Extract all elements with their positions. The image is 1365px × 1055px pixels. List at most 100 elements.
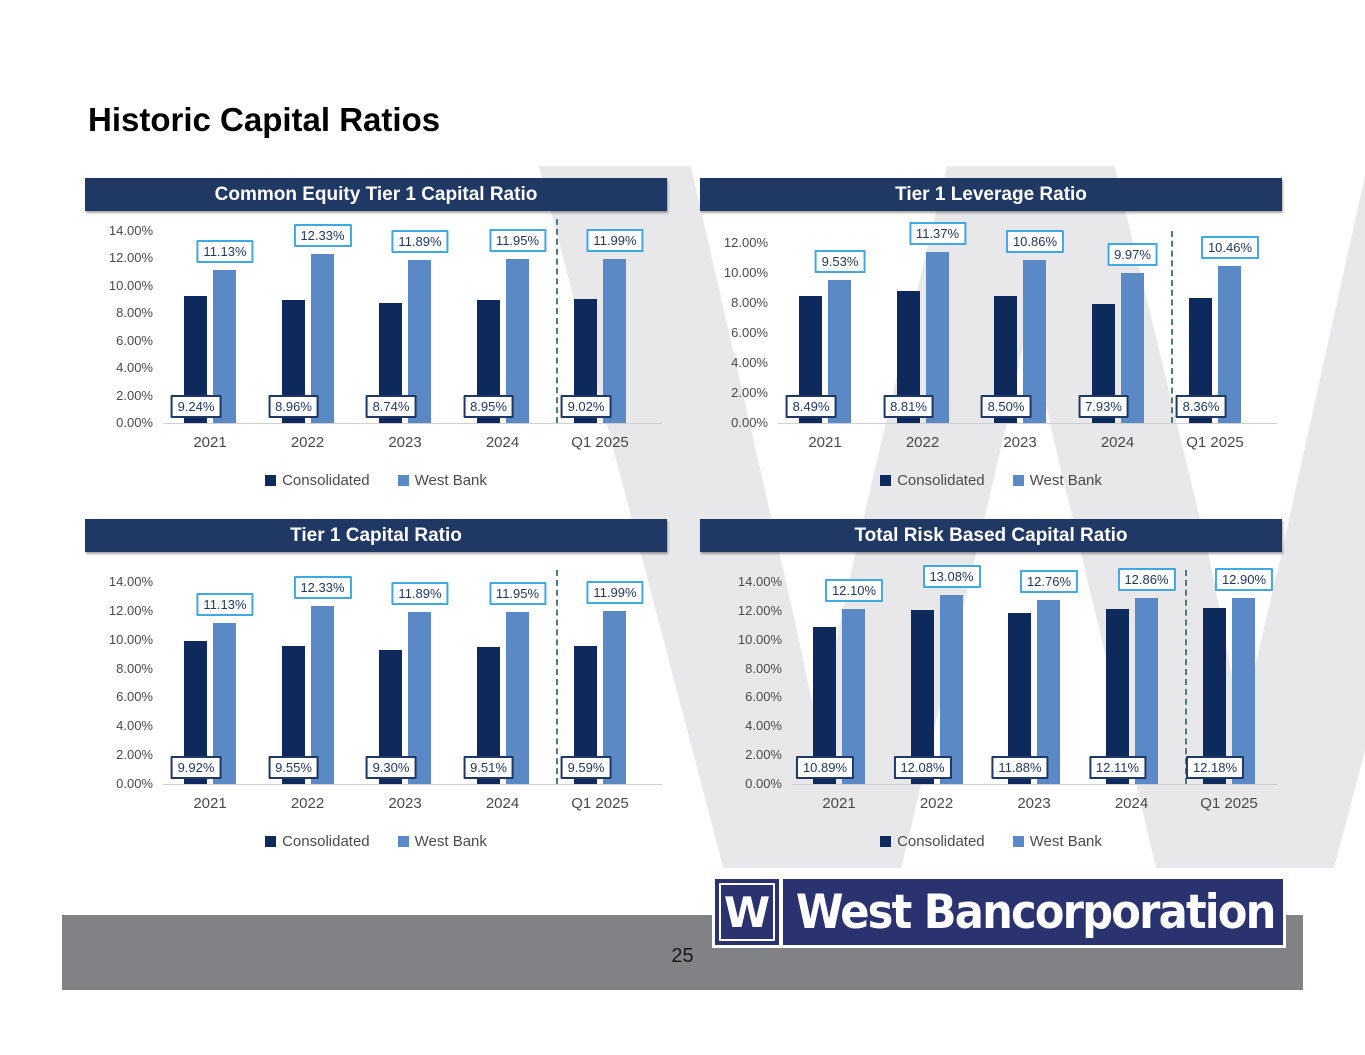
data-label-consolidated: 8.36% (1175, 395, 1227, 418)
chart-title-bar: Tier 1 Leverage Ratio (700, 178, 1282, 211)
y-tick-label: 12.00% (723, 235, 768, 250)
y-tick-label: 10.00% (737, 631, 782, 647)
bar-consolidated (1091, 304, 1115, 423)
bar-consolidated (184, 640, 207, 784)
chart-title-bar: Common Equity Tier 1 Capital Ratio (85, 178, 667, 211)
forecast-separator-line (1185, 570, 1188, 784)
chart-title-bar: Tier 1 Capital Ratio (85, 519, 667, 552)
forecast-separator-line (556, 570, 559, 784)
x-tick-label: 2022 (290, 795, 325, 812)
chart-legend: Consolidated West Bank (85, 833, 667, 850)
data-label-west-bank: 12.76% (1019, 569, 1079, 593)
legend-swatch-icon (397, 475, 409, 486)
chart-common-equity-tier1-capital-ratio: Common Equity Tier 1 Capital Ratio 14.00… (85, 178, 667, 502)
legend-label: Consolidated (282, 472, 370, 489)
y-tick-label: 12.00% (108, 602, 153, 618)
bar-west-bank (408, 612, 431, 784)
legend-item-consolidated: Consolidated (880, 472, 985, 489)
y-tick-label: 14.00% (108, 223, 153, 238)
bar-west-bank (408, 259, 431, 423)
data-label-west-bank: 12.10% (824, 579, 884, 603)
data-label-west-bank: 9.97% (1107, 243, 1158, 267)
bar-consolidated (896, 290, 920, 423)
bar-consolidated (1189, 297, 1212, 423)
bar-west-bank (842, 609, 865, 784)
chart-title-bar: Total Risk Based Capital Ratio (700, 519, 1282, 552)
x-tick-label: 2024 (1114, 795, 1149, 812)
axis-baseline (792, 784, 1277, 785)
y-tick-label: 10.00% (108, 277, 153, 293)
bar-west-bank (1120, 273, 1144, 423)
forecast-separator-line (1171, 231, 1174, 423)
data-label-west-bank: 12.90% (1214, 567, 1274, 591)
x-tick-label: 2023 (388, 434, 422, 451)
y-tick-label: 2.00% (116, 387, 153, 403)
chart-total-risk-based-capital-ratio: Total Risk Based Capital Ratio 14.00% 12.… (700, 519, 1282, 863)
data-label-west-bank: 11.95% (488, 229, 547, 253)
y-tick-label: 4.00% (731, 355, 768, 370)
company-logo: W West Bancorporation (712, 876, 1286, 948)
legend-item-west-bank: West Bank (1012, 833, 1102, 850)
bar-consolidated (799, 295, 822, 423)
data-label-west-bank: 9.53% (814, 250, 866, 274)
bar-west-bank (939, 595, 963, 784)
y-tick-label: 4.00% (116, 718, 153, 734)
data-label-west-bank: 10.46% (1200, 236, 1260, 260)
forecast-separator-line (556, 219, 559, 423)
page-number: 25 (671, 945, 694, 967)
y-tick-label: 10.00% (723, 265, 768, 280)
x-tick-label: 2022 (290, 434, 325, 451)
data-label-consolidated: 12.08% (893, 756, 952, 779)
data-label-consolidated: 8.49% (785, 395, 837, 418)
data-label-consolidated: 8.95% (463, 395, 514, 418)
data-label-west-bank: 11.89% (391, 229, 449, 253)
legend-swatch-icon (265, 475, 277, 486)
y-tick-label: 6.00% (745, 689, 782, 705)
bar-consolidated (281, 300, 305, 423)
data-label-west-bank: 11.13% (196, 240, 254, 264)
bar-west-bank (505, 611, 529, 784)
y-tick-label: 10.00% (108, 631, 153, 647)
y-tick-label: 14.00% (108, 574, 153, 589)
y-tick-label: 12.00% (737, 602, 782, 618)
data-label-consolidated: 8.96% (268, 395, 319, 418)
data-label-consolidated: 9.02% (560, 395, 612, 418)
bar-consolidated (379, 303, 402, 423)
bar-consolidated (574, 645, 597, 784)
legend-swatch-icon (397, 836, 409, 847)
bar-west-bank (603, 258, 626, 423)
x-tick-label: 2021 (193, 795, 227, 812)
legend-swatch-icon (1012, 475, 1024, 486)
bar-consolidated (184, 296, 207, 423)
x-tick-label: Q1 2025 (571, 434, 629, 451)
y-tick-label: 0.00% (731, 415, 768, 430)
chart-legend: Consolidated West Bank (700, 833, 1282, 850)
bar-consolidated (379, 649, 402, 784)
x-tick-label: 2024 (485, 795, 520, 812)
data-label-west-bank: 11.99% (586, 228, 644, 252)
bar-consolidated (1105, 609, 1129, 784)
data-label-consolidated: 8.74% (365, 395, 417, 418)
legend-label: West Bank (1029, 833, 1102, 850)
chart-legend: Consolidated West Bank (700, 472, 1282, 489)
data-label-west-bank: 11.37% (908, 222, 967, 246)
watermark-w-icon: W (538, 6, 1365, 1025)
bar-consolidated (281, 646, 305, 784)
data-label-west-bank: 11.95% (488, 581, 547, 605)
y-tick-label: 6.00% (731, 325, 768, 340)
bar-consolidated (813, 626, 836, 784)
bar-consolidated (910, 609, 934, 784)
axis-baseline (163, 784, 662, 785)
y-tick-label: 0.00% (745, 776, 782, 791)
data-label-consolidated: 11.88% (991, 756, 1049, 779)
page-title: Historic Capital Ratios (88, 101, 441, 138)
data-label-consolidated: 8.81% (883, 395, 934, 418)
bar-consolidated (1203, 608, 1226, 784)
y-tick-label: 8.00% (745, 660, 782, 676)
legend-swatch-icon (880, 836, 892, 847)
y-tick-label: 4.00% (116, 360, 153, 376)
data-label-consolidated: 9.55% (268, 756, 319, 779)
bar-west-bank (1218, 266, 1241, 423)
y-tick-label: 2.00% (116, 747, 153, 763)
